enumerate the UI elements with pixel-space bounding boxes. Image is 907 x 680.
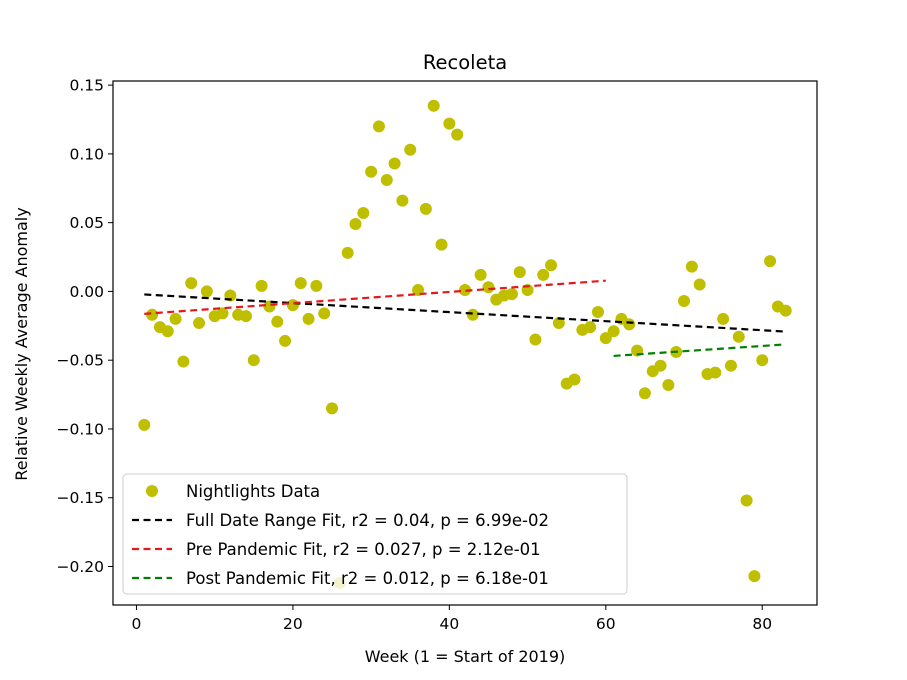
- data-point: [545, 259, 558, 272]
- data-point: [435, 238, 448, 251]
- data-point: [365, 165, 378, 178]
- data-point: [286, 299, 299, 312]
- data-point: [505, 288, 518, 301]
- x-tick-label: 40: [439, 615, 459, 633]
- data-point: [599, 332, 612, 345]
- data-point: [239, 310, 252, 323]
- data-point: [482, 281, 495, 294]
- fit-line-3: [613, 343, 786, 358]
- data-point: [513, 266, 526, 279]
- data-point: [310, 279, 323, 292]
- data-point: [349, 218, 362, 231]
- data-point: [193, 317, 206, 330]
- y-axis-label: Relative Weekly Average Anomaly: [12, 207, 31, 480]
- data-point: [388, 157, 401, 170]
- fit-line-2: [144, 279, 606, 315]
- data-point: [678, 295, 691, 308]
- data-point: [427, 99, 440, 112]
- data-point: [185, 277, 198, 290]
- legend-label: Full Date Range Fit, r2 = 0.04, p = 6.99…: [186, 511, 549, 530]
- data-point: [529, 333, 542, 346]
- data-point: [654, 359, 667, 372]
- y-tick-label: −0.20: [57, 558, 105, 576]
- data-point: [584, 321, 597, 334]
- data-point: [138, 418, 151, 431]
- x-tick-label: 20: [283, 615, 303, 633]
- plot-area: 0 20 40 60 80 −0.20 −0.15 −0.10 −0.05 0.00 0.05 0.1…: [57, 77, 818, 633]
- data-point: [200, 285, 213, 298]
- data-point: [279, 334, 292, 347]
- data-point: [717, 312, 730, 325]
- legend-label: Pre Pandemic Fit, r2 = 0.027, p = 2.12e-…: [186, 540, 541, 559]
- data-point: [294, 277, 307, 290]
- data-point: [216, 307, 229, 320]
- x-axis-label: Week (1 = Start of 2019): [365, 647, 566, 666]
- x-tick-label: 0: [132, 615, 142, 633]
- data-point: [693, 278, 706, 291]
- data-point: [177, 355, 190, 368]
- y-tick-label: 0.15: [69, 77, 104, 95]
- data-point: [779, 304, 792, 317]
- legend-box: [122, 473, 628, 595]
- data-point: [537, 268, 550, 281]
- data-point: [474, 268, 487, 281]
- data-point: [255, 279, 268, 292]
- data-point: [396, 194, 409, 207]
- data-point: [607, 325, 620, 338]
- data-point: [638, 387, 651, 400]
- data-point: [302, 312, 315, 325]
- data-point: [372, 120, 385, 133]
- data-point: [146, 308, 159, 321]
- data-point: [419, 202, 432, 215]
- data-point: [662, 378, 675, 391]
- data-point: [169, 312, 182, 325]
- data-point: [380, 174, 393, 187]
- data-point: [466, 308, 479, 321]
- data-point: [271, 315, 284, 328]
- data-point: [357, 207, 370, 220]
- legend: Nightlights Data Full Date Range Fit, r2 …: [122, 473, 628, 595]
- data-point: [685, 260, 698, 273]
- data-point: [724, 359, 737, 372]
- data-point: [161, 325, 174, 338]
- y-tick-label: 0.00: [69, 283, 104, 301]
- data-point: [764, 255, 777, 268]
- legend-label: Nightlights Data: [186, 482, 320, 501]
- legend-marker: [146, 485, 158, 497]
- y-tick-label: 0.05: [69, 214, 104, 232]
- data-point: [591, 306, 604, 319]
- data-point: [552, 317, 565, 330]
- data-point: [709, 366, 722, 379]
- x-tick-label: 80: [752, 615, 772, 633]
- x-tick-label: 60: [596, 615, 616, 633]
- data-point: [459, 284, 471, 297]
- y-tick-label: 0.10: [69, 145, 104, 163]
- data-point: [756, 354, 769, 367]
- fit-line-1: [144, 293, 786, 333]
- legend-label: Post Pandemic Fit, r2 = 0.012, p = 6.18e…: [186, 569, 549, 588]
- data-point: [568, 373, 581, 386]
- data-point: [404, 143, 417, 156]
- data-point: [247, 354, 260, 367]
- y-tick-label: −0.05: [57, 352, 105, 370]
- data-point: [623, 318, 636, 331]
- data-point: [748, 570, 761, 583]
- chart-title: Recoleta: [423, 51, 507, 74]
- y-tick-label: −0.15: [57, 489, 105, 507]
- y-tick-label: −0.10: [57, 420, 105, 438]
- data-point: [740, 494, 753, 507]
- axes-frame: [112, 80, 818, 606]
- data-point: [451, 128, 464, 141]
- data-point: [318, 307, 331, 320]
- data-point: [732, 330, 745, 343]
- data-point: [341, 246, 354, 259]
- data-point: [443, 117, 456, 130]
- data-point: [326, 402, 339, 415]
